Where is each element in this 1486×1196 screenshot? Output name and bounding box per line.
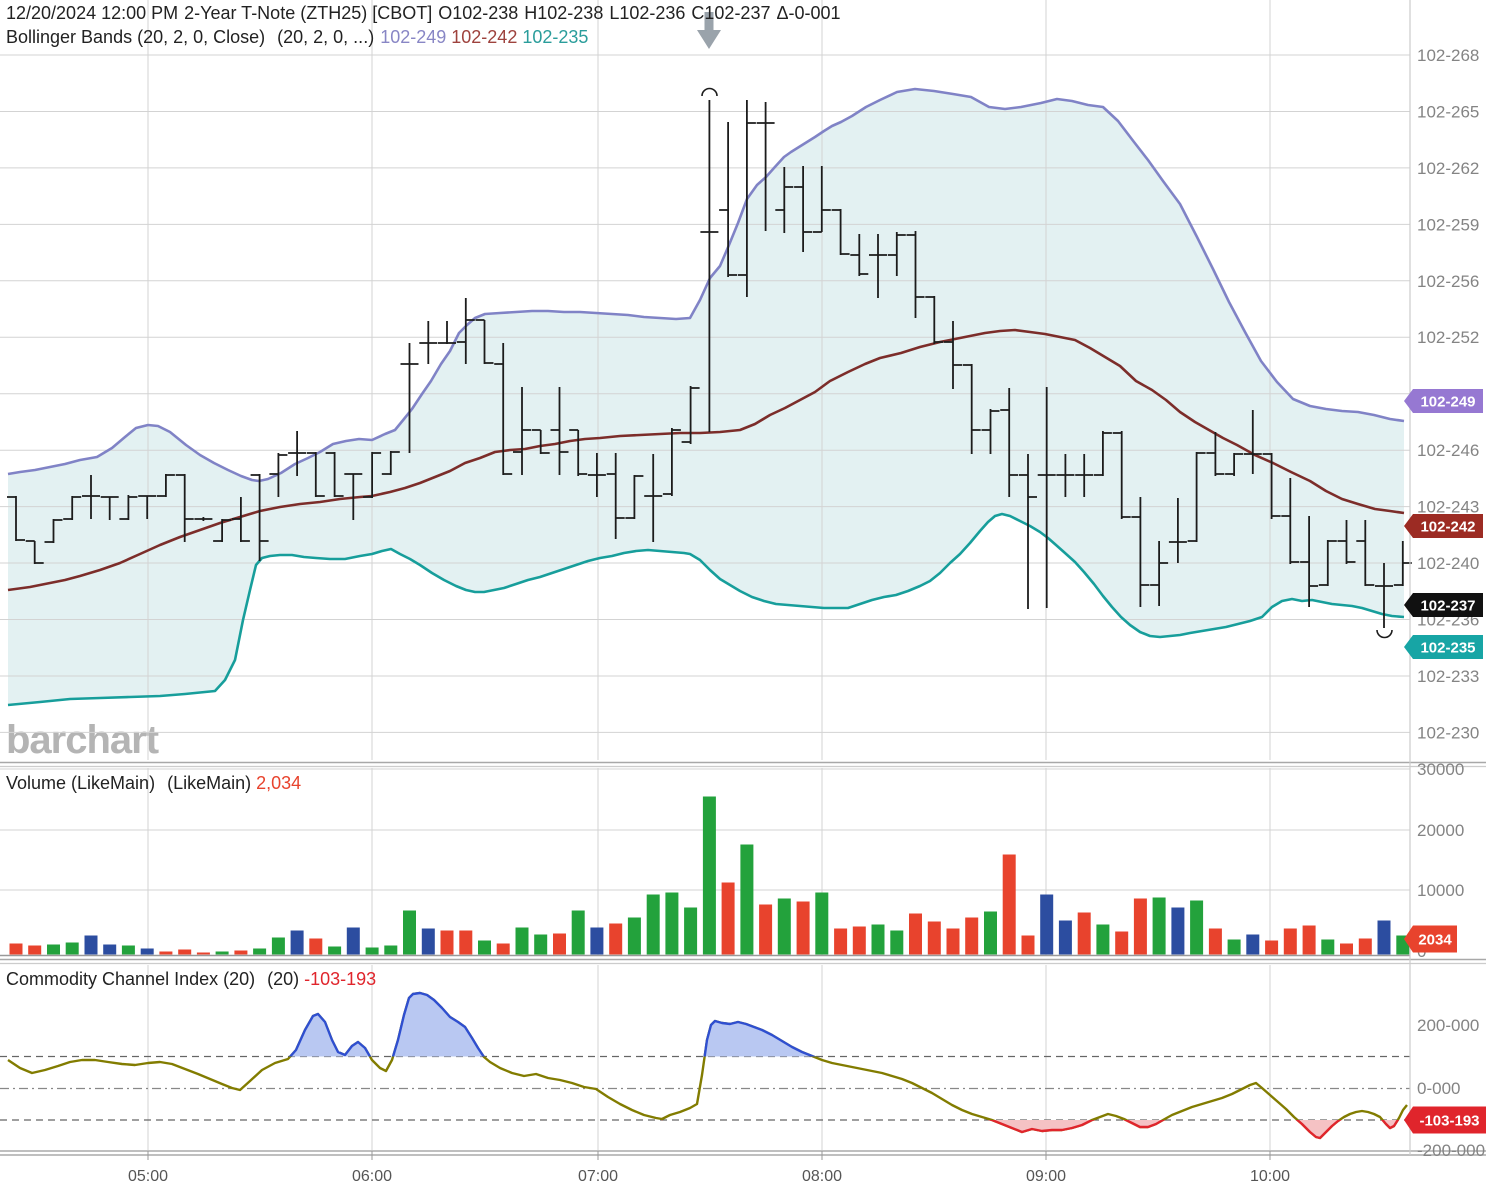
svg-text:05:00: 05:00 [128,1168,168,1185]
svg-text:-200-000: -200-000 [1417,1141,1485,1160]
svg-text:102-252: 102-252 [1417,328,1479,347]
svg-text:102-233: 102-233 [1417,667,1479,686]
svg-text:Volume (LikeMain) (LikeMain): Volume (LikeMain) (LikeMain) 2,034 [6,773,301,793]
svg-text:102-265: 102-265 [1417,103,1479,122]
svg-text:2034: 2034 [1418,932,1452,949]
svg-text:102-259: 102-259 [1417,215,1479,234]
svg-text:Bollinger Bands (20, 2, 0, Clo: Bollinger Bands (20, 2, 0, Close) (20, 2… [6,27,588,47]
svg-text:10000: 10000 [1417,881,1464,900]
svg-text:-103-193: -103-193 [1419,1113,1479,1130]
svg-text:200-000: 200-000 [1417,1016,1479,1035]
svg-text:30000: 30000 [1417,760,1464,779]
svg-text:102-262: 102-262 [1417,159,1479,178]
svg-text:08:00: 08:00 [802,1168,842,1185]
svg-text:07:00: 07:00 [578,1168,618,1185]
svg-text:102-268: 102-268 [1417,46,1479,65]
svg-text:12/20/2024 12:00 PM 2-Year T-N: 12/20/2024 12:00 PM 2-Year T-Note (ZTH25… [6,3,841,23]
svg-text:102-240: 102-240 [1417,554,1479,573]
svg-text:102-246: 102-246 [1417,441,1479,460]
svg-text:barchart: barchart [6,718,159,762]
svg-text:102-230: 102-230 [1417,723,1479,742]
svg-text:20000: 20000 [1417,821,1464,840]
svg-text:102-242: 102-242 [1420,519,1475,536]
svg-text:0-000: 0-000 [1417,1079,1460,1098]
svg-text:102-256: 102-256 [1417,272,1479,291]
svg-text:06:00: 06:00 [352,1168,392,1185]
svg-text:09:00: 09:00 [1026,1168,1066,1185]
svg-text:102-237: 102-237 [1420,598,1475,615]
svg-text:102-235: 102-235 [1420,640,1475,657]
svg-text:102-249: 102-249 [1420,394,1475,411]
svg-text:Commodity Channel Index (20): Commodity Channel Index (20) (20) -103-1… [6,969,376,989]
svg-text:102-243: 102-243 [1417,498,1479,517]
svg-text:10:00: 10:00 [1250,1168,1290,1185]
